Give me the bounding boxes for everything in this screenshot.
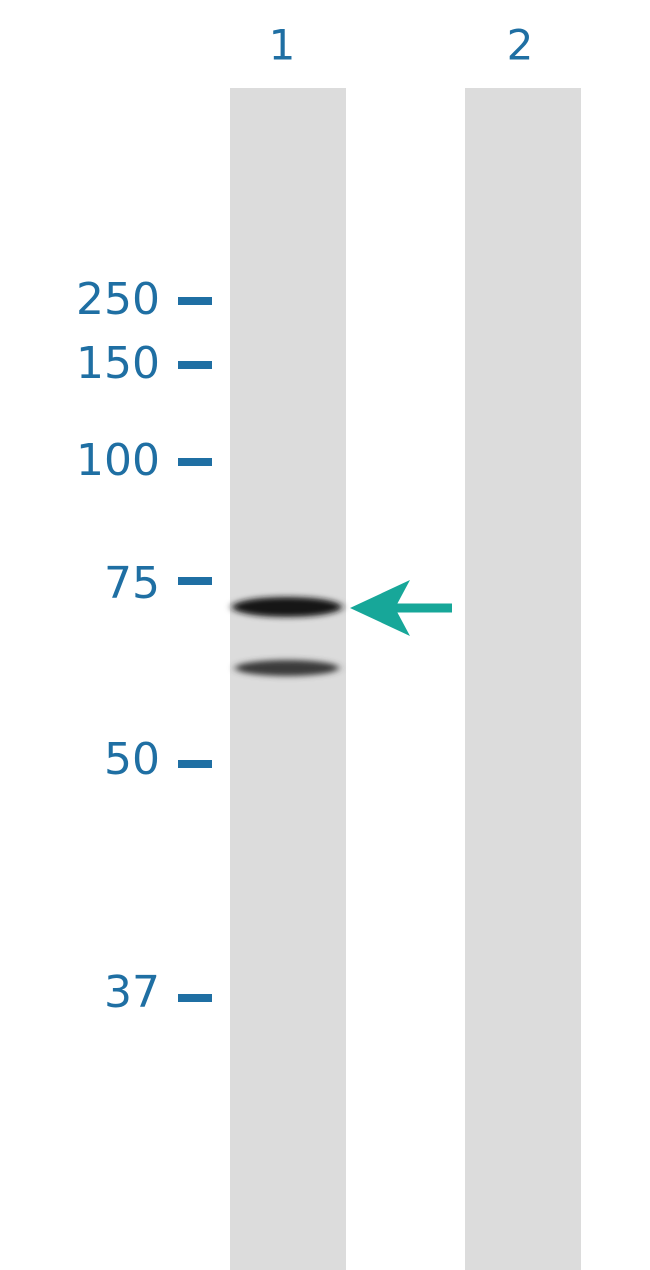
marker-label: 50 <box>104 734 160 785</box>
band-lower <box>235 660 339 676</box>
lane-label: 1 <box>269 21 296 70</box>
lane-1 <box>230 88 346 1270</box>
marker-label: 75 <box>104 558 160 609</box>
marker-label: 150 <box>76 338 160 389</box>
lane-2 <box>465 88 581 1270</box>
marker-dash <box>178 361 212 369</box>
band-upper <box>232 597 342 617</box>
marker-ladder: 250 150 100 75 50 37 <box>76 274 212 1018</box>
arrow <box>350 580 452 636</box>
marker-label: 100 <box>76 435 160 486</box>
marker-dash <box>178 994 212 1002</box>
lane-label: 2 <box>507 21 534 70</box>
marker-dash <box>178 458 212 466</box>
marker-label: 250 <box>76 274 160 325</box>
marker-label: 37 <box>104 967 160 1018</box>
marker-dash <box>178 577 212 585</box>
marker-dash <box>178 297 212 305</box>
marker-dash <box>178 760 212 768</box>
